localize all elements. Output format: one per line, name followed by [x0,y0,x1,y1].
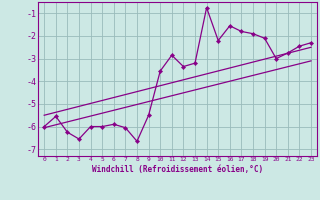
X-axis label: Windchill (Refroidissement éolien,°C): Windchill (Refroidissement éolien,°C) [92,165,263,174]
